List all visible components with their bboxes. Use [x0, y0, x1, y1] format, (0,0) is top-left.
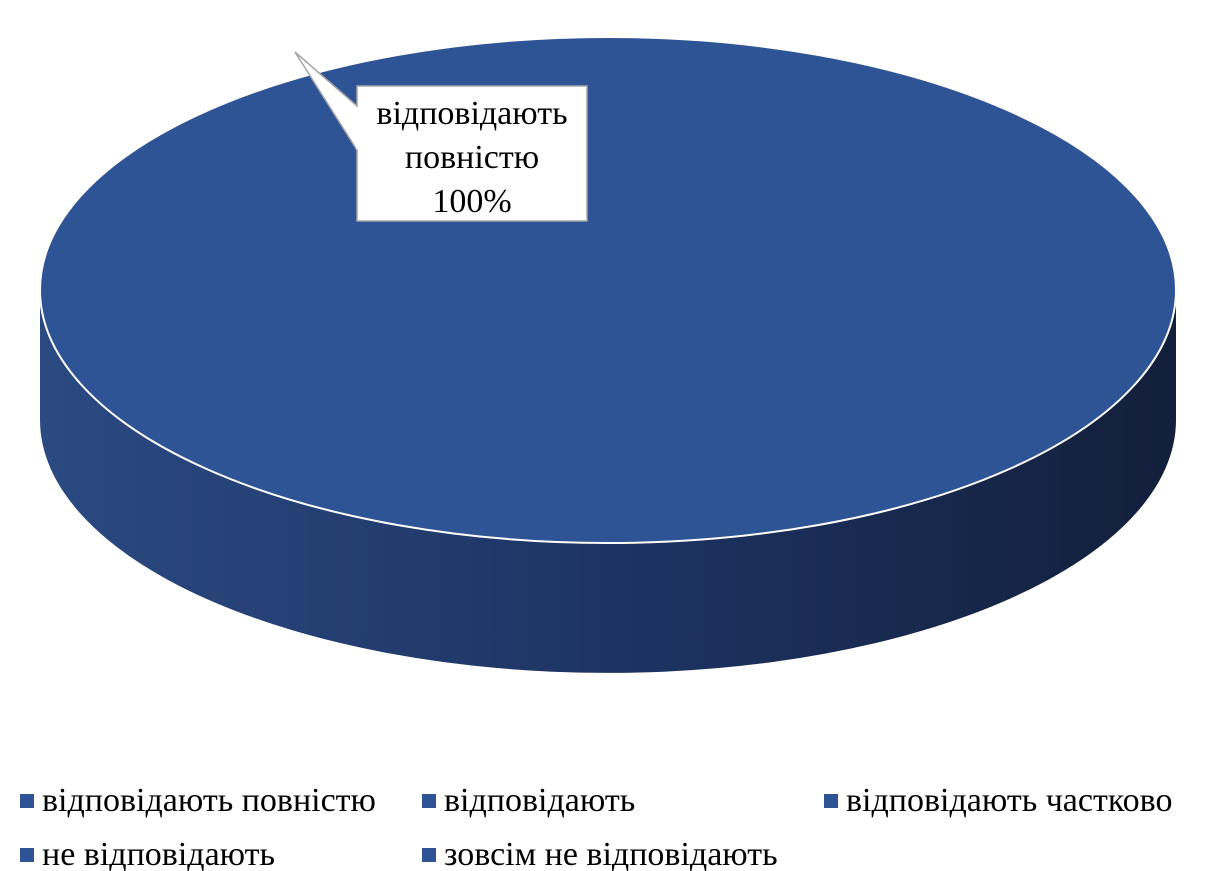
pie-slice-side-vidpovidayut-povnistyu: [40, 290, 1176, 673]
legend-label: відповідають частково: [846, 782, 1173, 819]
legend-label: відповідають: [444, 782, 636, 819]
legend-swatch-ne-vidpovidayut: [20, 848, 34, 862]
legend-label: відповідають повністю: [42, 782, 376, 819]
legend-swatch-zovsim-ne-vidpovidayut: [422, 848, 436, 862]
legend-swatch-vidpovidayut: [422, 794, 436, 808]
legend-label: зовсім не відповідають: [444, 836, 778, 871]
legend-item-ne-vidpovidayut: не відповідають: [20, 836, 275, 871]
data-label-line-1: повністю: [405, 139, 539, 176]
legend-item-vidpovidayut-chastkovo: відповідають частково: [824, 782, 1172, 820]
data-label-box: [356, 85, 588, 222]
data-label-line-0: відповідають: [376, 95, 567, 132]
data-label-seam: [356, 107, 359, 149]
legend-item-zovsim-ne-vidpovidayut: зовсім не відповідають: [422, 836, 778, 871]
legend-item-vidpovidayut: відповідають: [422, 782, 635, 820]
data-label-line-2: 100%: [432, 183, 511, 220]
legend-item-vidpovidayut-povnistyu: відповідають повністю: [20, 782, 376, 820]
legend-swatch-vidpovidayut-povnistyu: [20, 794, 34, 808]
legend-swatch-vidpovidayut-chastkovo: [824, 794, 838, 808]
pie-slice-0: [39, 36, 1177, 544]
legend-label: не відповідають: [42, 836, 275, 871]
